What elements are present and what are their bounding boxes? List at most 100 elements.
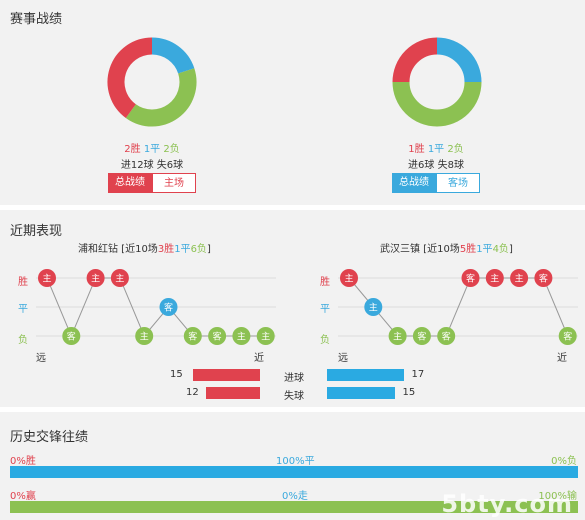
form-point-venue: 主 [261,331,270,343]
form-point-venue: 主 [490,273,499,285]
h2h-handicap-bar [10,501,578,513]
form-point: 客 [558,327,577,345]
form-point-venue: 主 [369,302,378,314]
home-recent-header: 浦和红钻 [近10场3胜1平6负] [78,244,211,255]
form-point-marker [38,269,56,287]
section-title: 赛事战绩 [10,12,63,27]
form-point-venue: 客 [213,331,222,343]
form-point-marker [461,269,480,287]
form-point-marker [86,269,105,287]
h2h-loss-pct: 0%负 [551,456,577,467]
form-point: 主 [388,327,407,345]
away-axis-win: 胜 [320,277,330,288]
form-point-venue: 客 [188,331,197,343]
h2h-handicap-push-pct: 0%走 [282,491,308,502]
form-point-venue: 主 [237,331,246,343]
form-point: 主 [110,269,129,287]
form-point-venue: 客 [466,273,475,285]
form-point: 主 [485,269,504,287]
away-conceded-bar [327,387,395,399]
form-point-marker [534,269,553,287]
h2h-draw-pct: 100%平 [276,456,315,467]
form-point-marker [62,327,81,345]
away-wins: 1胜 [408,144,425,155]
form-point-marker [159,298,178,316]
recent-form-section: 近期表现 浦和红钻 [近10场3胜1平6负] 武汉三镇 [近10场5胜1平4负]… [0,210,585,407]
form-point: 客 [208,327,227,345]
form-point-marker [485,269,504,287]
form-point: 客 [412,327,431,345]
away-tab-overall[interactable]: 总战绩 [392,173,436,193]
away-tab-away[interactable]: 客场 [436,173,480,193]
away-axis-near: 近 [557,353,567,364]
h2h-handicap-loss-pct: 100%输 [538,491,577,502]
form-point-marker [110,269,129,287]
form-point: 主 [135,327,154,345]
form-point-marker [510,269,529,287]
form-point: 客 [159,298,178,316]
home-form-chart: 主客主 主主客客客主主 [36,269,276,345]
home-losses: 2负 [163,144,180,155]
home-draws: 1平 [143,144,161,155]
section-title: 历史交锋往绩 [10,430,89,445]
away-losses: 2负 [447,144,464,155]
form-point-marker [412,327,431,345]
form-point-venue: 客 [442,331,451,343]
form-point: 主 [232,327,251,345]
form-line [348,277,569,337]
away-goals: 进6球 失8球 [408,160,464,171]
form-point-marker [183,327,202,345]
form-point: 主 [38,269,56,287]
form-point-venue: 主 [115,273,124,285]
home-axis-win: 胜 [18,277,28,288]
form-point-marker [388,327,407,345]
away-axis-draw: 平 [320,304,330,315]
away-draws: 1平 [427,144,445,155]
match-record-section: 赛事战绩 2胜 1平 2负 进12球 失6球 总战绩 主场 1胜 1平 2负 进… [0,0,585,205]
form-line [46,277,266,338]
conceded-label: 失球 [284,391,304,402]
away-wdl-stats: 1胜 1平 2负 [356,140,516,155]
divider [0,205,585,210]
h2h-wdl-bar [10,466,578,478]
form-point-venue: 主 [344,273,353,285]
head-to-head-section: 历史交锋往绩 0%胜 100%平 0%负 0%赢 0%走 100%输 [0,412,585,520]
donut-slice-draw [151,37,195,74]
donut-slice-win [392,37,438,83]
form-point-marker [558,327,577,345]
away-recent-header: 武汉三镇 [近10场5胜1平4负] [380,244,513,255]
home-axis-near: 近 [254,353,264,364]
divider [0,407,585,412]
away-scored-bar [327,369,404,381]
form-point-venue: 客 [164,302,173,314]
home-tab-home[interactable]: 主场 [152,173,196,193]
away-scored-value: 17 [411,369,425,380]
section-title: 近期表现 [10,224,63,239]
form-point-venue: 客 [417,331,426,343]
away-donut-chart [392,37,482,127]
away-conceded-value: 15 [402,387,416,398]
form-point-marker [256,327,275,345]
h2h-win-pct: 0%胜 [10,456,36,467]
scored-label: 进球 [284,373,304,384]
home-wdl-stats: 2胜 1平 2负 [72,140,232,155]
form-point-marker [208,327,227,345]
away-axis-far: 远 [338,353,348,364]
home-scored-value: 15 [170,369,183,380]
form-point: 客 [62,327,81,345]
form-point-venue: 主 [393,331,402,343]
form-point: 主 [256,327,275,345]
home-conceded-value: 12 [186,387,199,398]
form-point: 主 [510,269,529,287]
donut-slice-draw [436,37,482,83]
form-point: 主 [340,269,358,287]
home-axis-loss: 负 [18,335,28,346]
home-donut-chart [107,37,197,127]
form-point-marker [364,298,383,316]
form-point-venue: 客 [563,331,572,343]
home-conceded-bar [206,387,260,399]
form-point: 客 [534,269,553,287]
form-point: 主 [86,269,105,287]
home-tab-overall[interactable]: 总战绩 [108,173,152,193]
home-axis-draw: 平 [18,304,28,315]
